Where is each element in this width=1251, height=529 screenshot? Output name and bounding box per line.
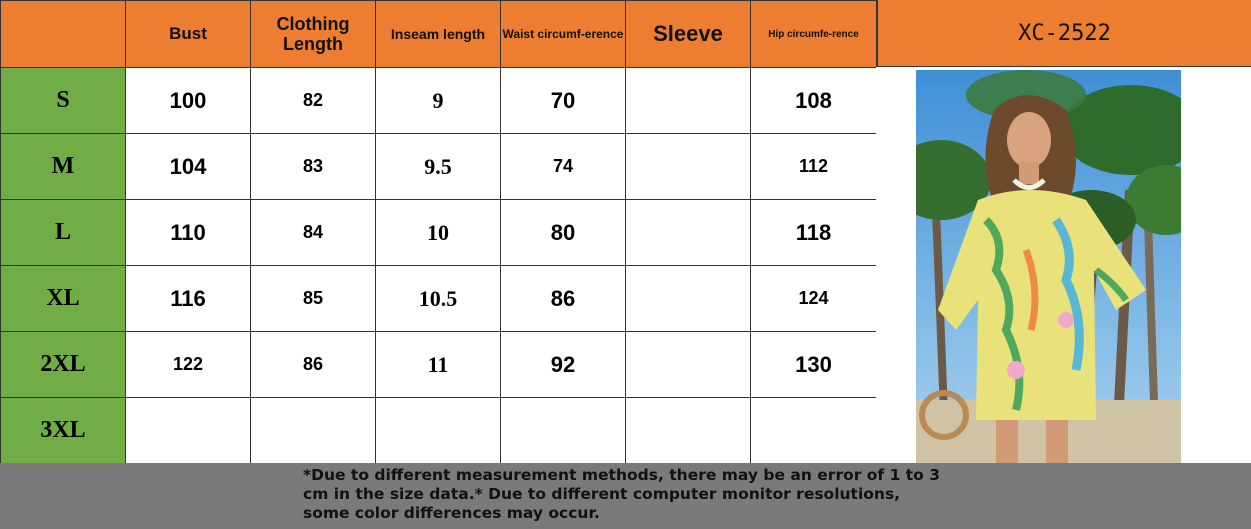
bust-value: 100 xyxy=(125,67,251,134)
size-label: S xyxy=(0,67,126,134)
length-value: 86 xyxy=(250,331,376,398)
inseam-value: 10.5 xyxy=(375,265,501,332)
waist-value: 80 xyxy=(500,199,626,266)
sleeve-value xyxy=(625,331,751,398)
header-corner xyxy=(0,0,126,68)
inseam-value xyxy=(375,397,501,464)
waist-value: 86 xyxy=(500,265,626,332)
bust-value: 104 xyxy=(125,133,251,200)
header-hip-circumference: Hip circumfe-rence xyxy=(750,0,877,68)
size-label: 3XL xyxy=(0,397,126,464)
header-inseam-length: Inseam length xyxy=(375,0,501,68)
header-sleeve: Sleeve xyxy=(625,0,751,68)
size-label: XL xyxy=(0,265,126,332)
sleeve-value xyxy=(625,133,751,200)
waist-value: 92 xyxy=(500,331,626,398)
waist-value xyxy=(500,397,626,464)
sleeve-value xyxy=(625,265,751,332)
hip-value: 112 xyxy=(750,133,877,200)
size-row: XL 116 85 10.5 86 124 xyxy=(0,265,877,332)
size-row: L 110 84 10 80 118 xyxy=(0,199,877,266)
header-clothing-length: Clothing Length xyxy=(250,0,376,68)
length-value: 83 xyxy=(250,133,376,200)
hip-value: 108 xyxy=(750,67,877,134)
inseam-value: 11 xyxy=(375,331,501,398)
length-value: 84 xyxy=(250,199,376,266)
bust-value: 110 xyxy=(125,199,251,266)
product-code: XC-2522 xyxy=(877,0,1251,67)
sleeve-value xyxy=(625,397,751,464)
size-label: 2XL xyxy=(0,331,126,398)
size-label: M xyxy=(0,133,126,200)
size-row: 3XL xyxy=(0,397,877,464)
hip-value xyxy=(750,397,877,464)
product-photo xyxy=(916,70,1181,463)
length-value: 85 xyxy=(250,265,376,332)
hip-value: 118 xyxy=(750,199,877,266)
size-row: M 104 83 9.5 74 112 xyxy=(0,133,877,200)
waist-value: 74 xyxy=(500,133,626,200)
bust-value: 116 xyxy=(125,265,251,332)
header-waist-circumference: Waist circumf-erence xyxy=(500,0,626,68)
bust-value xyxy=(125,397,251,464)
hip-value: 130 xyxy=(750,331,877,398)
product-photo-area xyxy=(876,67,1251,463)
size-table: Bust Clothing Length Inseam length Waist… xyxy=(0,0,877,464)
bust-value: 122 xyxy=(125,331,251,398)
size-row: S 100 82 9 70 108 xyxy=(0,67,877,134)
sleeve-value xyxy=(625,67,751,134)
size-label: L xyxy=(0,199,126,266)
sleeve-value xyxy=(625,199,751,266)
length-value: 82 xyxy=(250,67,376,134)
size-row: 2XL 122 86 11 92 130 xyxy=(0,331,877,398)
measurement-note: *Due to different measurement methods, t… xyxy=(303,466,940,522)
waist-value: 70 xyxy=(500,67,626,134)
size-chart: Bust Clothing Length Inseam length Waist… xyxy=(0,0,877,464)
inseam-value: 9.5 xyxy=(375,133,501,200)
hip-value: 124 xyxy=(750,265,877,332)
length-value xyxy=(250,397,376,464)
inseam-value: 9 xyxy=(375,67,501,134)
header-bust: Bust xyxy=(125,0,251,68)
footer-bar xyxy=(0,463,1251,529)
inseam-value: 10 xyxy=(375,199,501,266)
